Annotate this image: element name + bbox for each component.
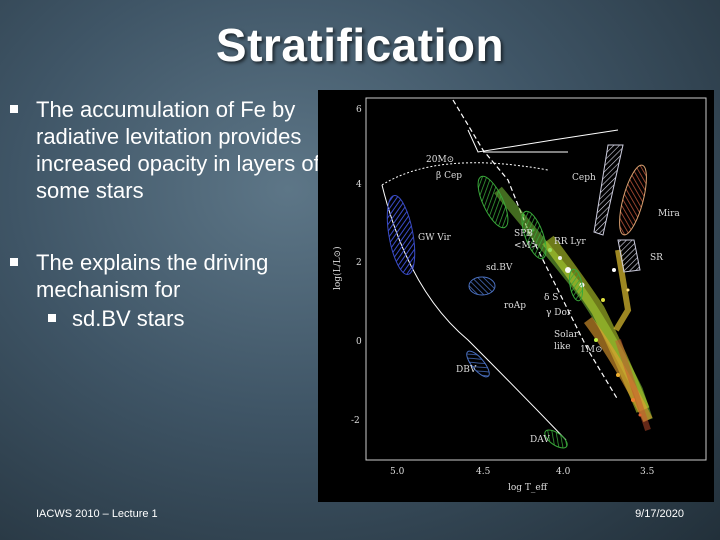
y-tick-label: 4 [356, 180, 362, 190]
sdbv-region [468, 276, 496, 296]
label-solar-like: Solar- [554, 330, 581, 340]
label-1msun: 1M⊙ [580, 345, 602, 355]
x-tick-label: 3.5 [640, 467, 655, 477]
bullet-text: The accumulation of Fe by radiative levi… [36, 97, 320, 203]
label-sr: SR [650, 253, 663, 263]
label-ceph: Ceph [572, 173, 596, 183]
x-tick-label: 4.5 [476, 467, 491, 477]
beta-cep-region [477, 175, 509, 229]
label-solar-like-2: like [554, 342, 571, 352]
bullet-item: The accumulation of Fe by radiative levi… [10, 96, 320, 204]
sub-bullet-item: sd.BV stars [36, 305, 320, 332]
x-tick-label: 5.0 [390, 467, 405, 477]
mira-region [619, 164, 647, 236]
rr-lyr-region [568, 268, 584, 302]
label-sdbv: sd.BV [486, 263, 513, 273]
x-tick-label: 4.0 [556, 467, 571, 477]
label-dav: DAV [530, 435, 550, 445]
sub-bullet-text: sd.BV stars [72, 306, 185, 331]
label-spb: SPB [514, 229, 533, 239]
hr-diagram-image: 6 4 2 0 -2 5.0 4.5 4.0 3.5 log T_eff log… [318, 90, 714, 502]
slide-title: Stratification [215, 19, 505, 71]
label-gamma-dor: γ Dor [546, 308, 572, 318]
label-gw-vir: GW Vir [418, 233, 452, 243]
label-dbv: DBV [456, 365, 477, 375]
bullet-square-icon [10, 105, 18, 113]
cepheid-strip [593, 144, 624, 236]
dbv-region [466, 350, 490, 378]
y-tick-label: -2 [351, 416, 360, 426]
y-axis-label: log(L/L⊙) [332, 246, 343, 290]
hr-diagram-svg: 6 4 2 0 -2 5.0 4.5 4.0 3.5 log T_eff log… [332, 97, 707, 493]
y-ticks: 6 4 2 0 -2 [351, 105, 362, 426]
footer-date: 9/17/2020 [635, 508, 684, 520]
y-tick-label: 2 [356, 258, 362, 268]
bullet-square-icon [10, 258, 18, 266]
footer-lecture: IACWS 2010 – Lecture 1 [36, 508, 158, 520]
gw-vir-region [386, 195, 416, 275]
region-labels: 20M⊙ β Cep Ceph Mira GW Vir SPB <M> RR L… [418, 155, 680, 445]
bullet-square-icon [48, 314, 56, 322]
sr-region [617, 239, 641, 273]
label-delta-s: δ S [544, 293, 558, 303]
main-sequence-line [452, 99, 619, 401]
dav-region [544, 429, 568, 449]
label-beta-cep: β Cep [436, 171, 462, 181]
dotted-track [381, 162, 549, 186]
label-spb-mass: <M> [514, 241, 538, 251]
y-tick-label: 0 [356, 337, 362, 347]
label-mira: Mira [658, 209, 680, 219]
label-roap: roAp [504, 301, 526, 311]
bullet-item: The explains the driving mechanism for s… [10, 249, 320, 332]
bullet-list: The accumulation of Fe by radiative levi… [10, 96, 320, 377]
x-ticks: 5.0 4.5 4.0 3.5 [390, 467, 655, 477]
evolution-track [467, 129, 619, 153]
label-rr-lyr: RR Lyr [554, 237, 586, 247]
spb-region [521, 210, 547, 260]
bullet-text: The explains the driving mechanism for [36, 250, 269, 302]
y-tick-label: 6 [356, 105, 362, 115]
plot-frame [365, 97, 707, 461]
x-axis-label: log T_eff [508, 483, 548, 493]
label-20msun: 20M⊙ [426, 155, 454, 165]
